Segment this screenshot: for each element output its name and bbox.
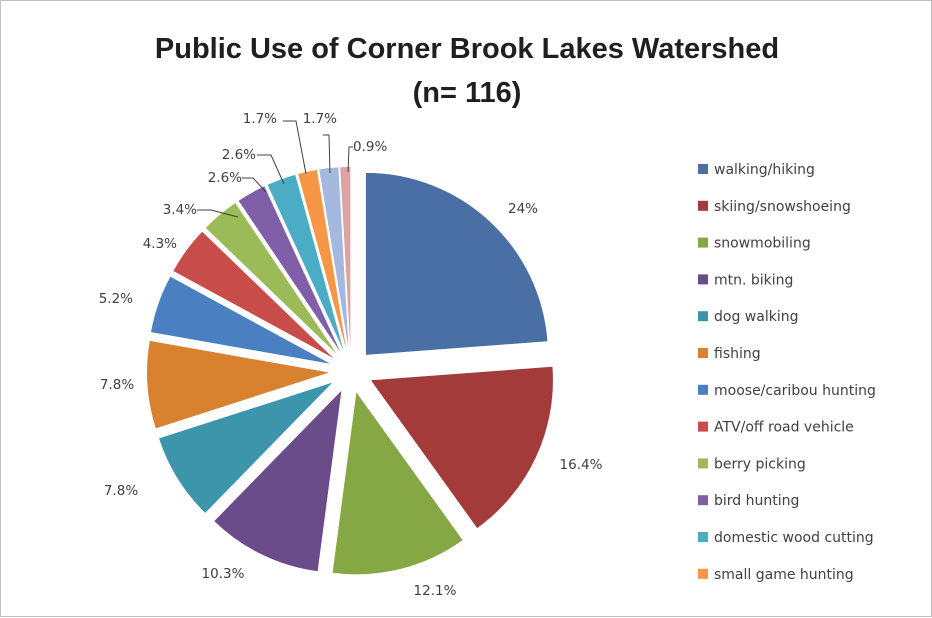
- chart-title: Public Use of Corner Brook Lakes Watersh…: [155, 33, 779, 65]
- legend-swatch: [698, 200, 708, 211]
- legend-label: bird hunting: [714, 493, 799, 509]
- pie-slice: [147, 340, 330, 429]
- legend-label: walking/hiking: [714, 162, 815, 178]
- pie-slices: [147, 167, 553, 575]
- leader-line: [257, 154, 285, 185]
- slice-value-label: 4.3%: [143, 236, 177, 252]
- pie-slice: [365, 172, 548, 355]
- leader-line: [323, 134, 331, 174]
- legend: walking/hiking skiing/snowshoeing snowmobi…: [698, 162, 876, 583]
- legend-label: berry picking: [714, 456, 806, 472]
- leader-line: [347, 146, 353, 173]
- chart-subtitle: (n= 116): [413, 77, 522, 109]
- legend-swatch: [698, 568, 708, 579]
- slice-value-label: 0.9%: [353, 139, 387, 155]
- slice-value-label: 3.4%: [163, 202, 197, 218]
- data-labels: 24% 16.4% 12.1% 10.3% 7.8% 7.8% 5.2% 4.3% 3.4% 2.…: [99, 111, 603, 599]
- leader-line: [242, 177, 267, 193]
- slice-value-label: 2.6%: [208, 170, 242, 186]
- legend-label: snowmobiling: [714, 236, 811, 252]
- leader-lines: [197, 120, 353, 218]
- slice-value-label: 12.1%: [414, 583, 457, 599]
- pie-slice: [205, 203, 337, 355]
- legend-swatch: [698, 348, 708, 358]
- slice-value-label: 10.3%: [202, 566, 245, 582]
- legend-swatch: [698, 458, 708, 469]
- legend-swatch: [698, 532, 708, 542]
- legend-swatch: [698, 274, 708, 285]
- slice-value-label: 7.8%: [100, 377, 134, 393]
- legend-swatch: [698, 311, 708, 322]
- pie-slice: [150, 276, 331, 364]
- slice-value-label: 1.7%: [243, 111, 277, 127]
- legend-label: domestic wood cutting: [714, 530, 874, 546]
- legend-label: fishing: [714, 346, 761, 362]
- pie-slice: [159, 382, 333, 513]
- legend-label: small game hunting: [714, 567, 854, 583]
- legend-swatch: [698, 495, 708, 506]
- legend-label: moose/caribou hunting: [714, 383, 876, 399]
- pie-slice: [332, 392, 463, 575]
- pie-slice: [298, 169, 347, 350]
- legend-swatch: [698, 237, 708, 248]
- pie-slice: [238, 186, 341, 352]
- leader-line: [197, 209, 239, 218]
- pie-slice: [214, 390, 342, 572]
- pie-slice: [267, 174, 344, 351]
- leader-line: [283, 120, 307, 175]
- slice-value-label: 2.6%: [222, 147, 256, 163]
- slice-value-label: 1.7%: [303, 111, 337, 127]
- pie-slice: [173, 231, 334, 358]
- legend-swatch: [698, 384, 708, 395]
- slice-value-label: 24%: [508, 201, 538, 217]
- slice-value-label: 7.8%: [104, 483, 138, 499]
- legend-swatch: [698, 421, 708, 432]
- legend-label: skiing/snowshoeing: [714, 199, 851, 215]
- legend-label: dog walking: [714, 309, 798, 325]
- legend-swatch: [698, 164, 708, 174]
- slice-value-label: 16.4%: [560, 457, 603, 473]
- pie-slice: [319, 167, 349, 350]
- pie-slice: [340, 167, 351, 350]
- legend-label: ATV/off road vehicle: [714, 420, 854, 436]
- legend-label: mtn. biking: [714, 272, 793, 288]
- slice-value-label: 5.2%: [99, 291, 133, 307]
- pie-slice: [370, 366, 553, 529]
